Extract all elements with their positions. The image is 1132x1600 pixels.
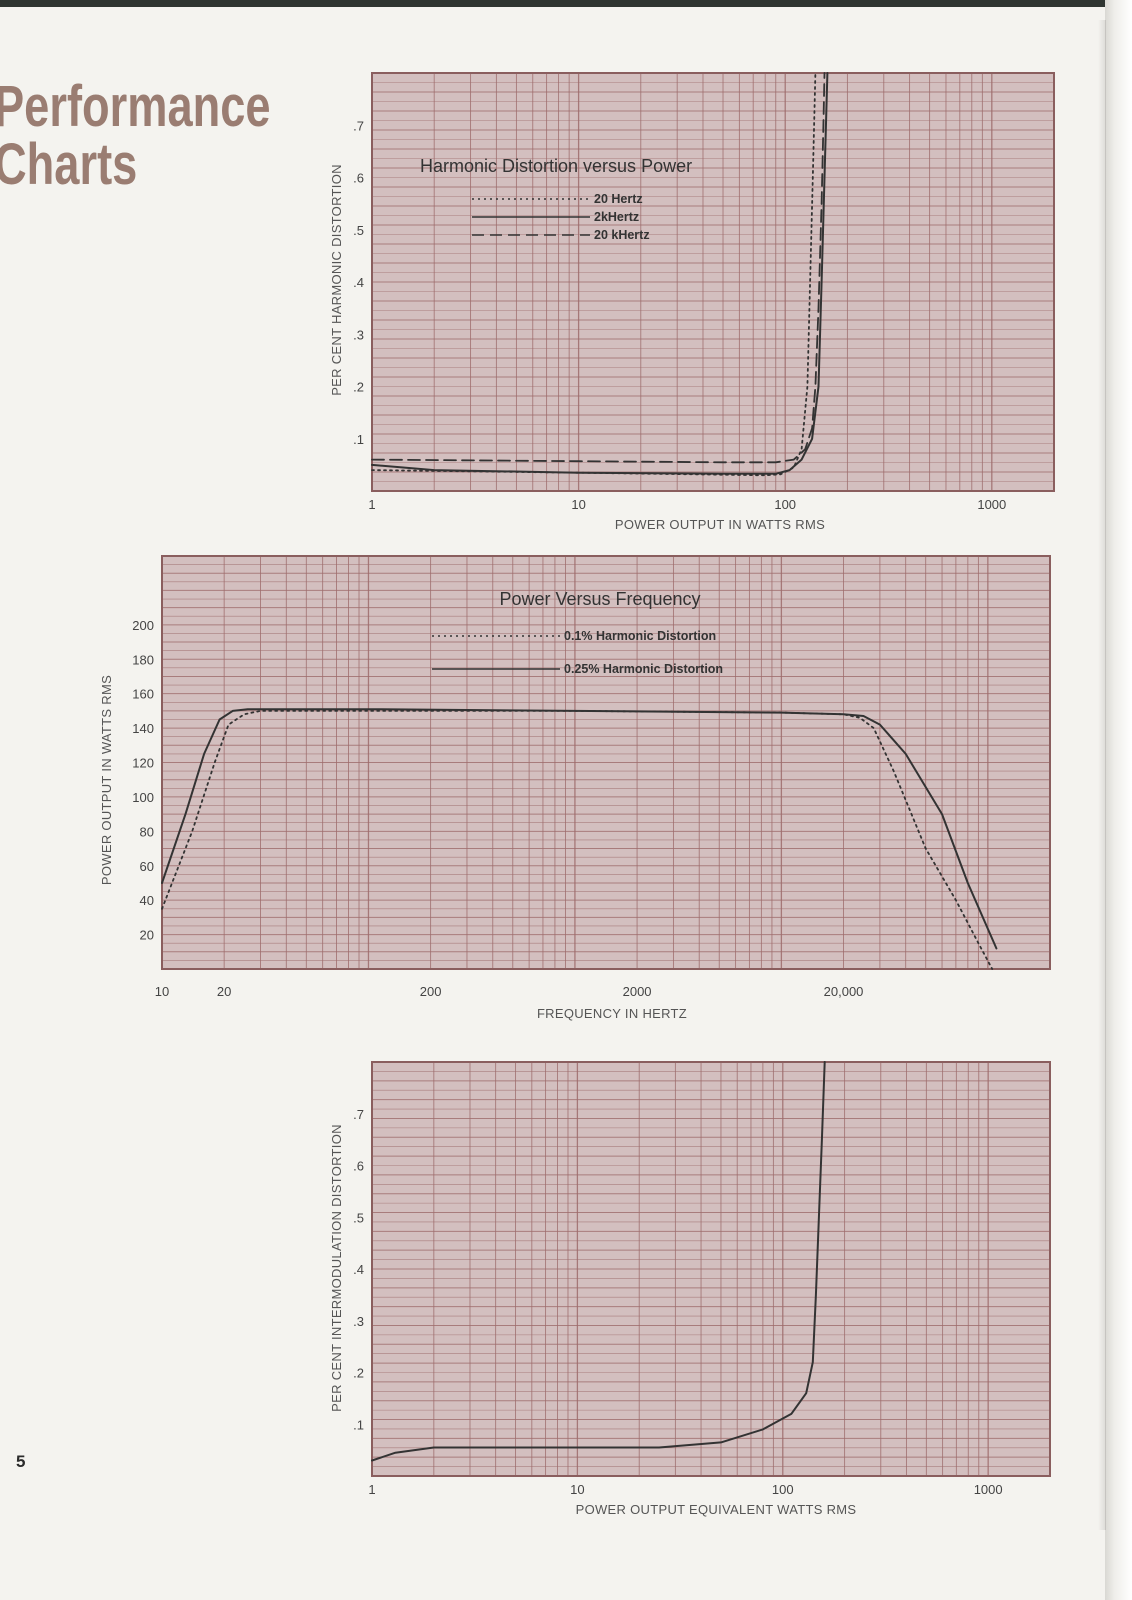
plot-frame <box>161 555 1051 970</box>
y-tick-label: .3 <box>353 1314 364 1329</box>
x-tick-label: 200 <box>420 984 442 999</box>
x-tick-label: 1000 <box>977 497 1006 512</box>
y-axis-title: PER CENT HARMONIC DISTORTION <box>329 164 344 396</box>
legend-label: 20 Hertz <box>594 192 643 206</box>
x-tick-label: 1 <box>368 497 375 512</box>
y-tick-label: 180 <box>132 652 154 667</box>
grid <box>161 555 1051 970</box>
legend-label: 2kHertz <box>594 210 639 224</box>
y-tick-label: 120 <box>132 756 154 771</box>
plot-frame <box>371 72 1055 492</box>
y-tick-label: .7 <box>353 118 364 133</box>
y-tick-label: 20 <box>140 928 154 943</box>
legend-label: 0.25% Harmonic Distortion <box>564 662 723 676</box>
y-tick-label: 200 <box>132 618 154 633</box>
x-tick-label: 1000 <box>974 1482 1003 1497</box>
legend-label: 0.1% Harmonic Distortion <box>564 629 716 643</box>
plot-frame <box>371 1061 1051 1477</box>
page-heading-line-2: Charts <box>0 132 138 197</box>
x-tick-label: 10 <box>155 984 169 999</box>
series-line-solid <box>371 72 829 475</box>
y-tick-label: 40 <box>140 893 154 908</box>
series-line-solid <box>371 1061 826 1462</box>
y-tick-label: 80 <box>140 824 154 839</box>
y-tick-label: 160 <box>132 687 154 702</box>
x-axis-title: FREQUENCY IN HERTZ <box>537 1006 687 1021</box>
x-axis-title: POWER OUTPUT IN WATTS RMS <box>615 517 825 532</box>
y-tick-label: .2 <box>353 380 364 395</box>
page-heading-line-1: Performance <box>0 74 271 139</box>
y-tick-label: .5 <box>353 223 364 238</box>
page-edge <box>1105 0 1132 1600</box>
page-number: 5 <box>16 1452 26 1471</box>
x-tick-label: 20,000 <box>824 984 864 999</box>
x-tick-label: 100 <box>774 497 796 512</box>
y-tick-label: .6 <box>353 171 364 186</box>
y-tick-label: .4 <box>353 1262 364 1277</box>
top-edge-strip <box>0 0 1132 7</box>
y-tick-label: .1 <box>353 1417 364 1432</box>
chart-title: Harmonic Distortion versus Power <box>420 156 692 176</box>
chart-power-vs-frequency: 10 20 200 2000 20,000 20 40 60 80 100 120 140 160 180… <box>99 555 1051 1021</box>
y-tick-label: .5 <box>353 1210 364 1225</box>
y-tick-label: 140 <box>132 721 154 736</box>
page-edge-shadow <box>1098 20 1106 1530</box>
series-line-solid <box>161 708 998 950</box>
chart-harmonic-distortion-vs-power: 1 10 100 1000 .1 .2 .3 .4 .5 .6 .7 POWER OUTPUT IN … <box>329 72 1055 532</box>
page-heading: Performance Charts <box>0 78 271 194</box>
y-tick-label: 100 <box>132 790 154 805</box>
y-tick-label: .3 <box>353 327 364 342</box>
chart-intermodulation-distortion: 1 10 100 1000 .1 .2 .3 .4 .5 .6 .7 POWER OUTPUT EQU… <box>329 1061 1051 1517</box>
x-tick-label: 100 <box>772 1482 794 1497</box>
x-tick-label: 20 <box>217 984 231 999</box>
y-tick-label: .4 <box>353 275 364 290</box>
y-tick-label: .2 <box>353 1366 364 1381</box>
y-tick-label: 60 <box>140 859 154 874</box>
y-axis-title: PER CENT INTERMODULATION DISTORTION <box>329 1124 344 1412</box>
legend-label: 20 kHertz <box>594 228 650 242</box>
y-tick-label: .6 <box>353 1159 364 1174</box>
y-tick-label: .7 <box>353 1107 364 1122</box>
x-axis-title: POWER OUTPUT EQUIVALENT WATTS RMS <box>576 1502 857 1517</box>
chart-title: Power Versus Frequency <box>499 589 700 609</box>
y-axis-title: POWER OUTPUT IN WATTS RMS <box>99 675 114 885</box>
series-line-dashed <box>371 72 826 464</box>
x-tick-label: 10 <box>570 1482 584 1497</box>
x-tick-label: 10 <box>571 497 585 512</box>
y-tick-label: .1 <box>353 432 364 447</box>
x-tick-label: 2000 <box>623 984 652 999</box>
x-tick-label: 1 <box>368 1482 375 1497</box>
grid <box>371 1061 1051 1477</box>
